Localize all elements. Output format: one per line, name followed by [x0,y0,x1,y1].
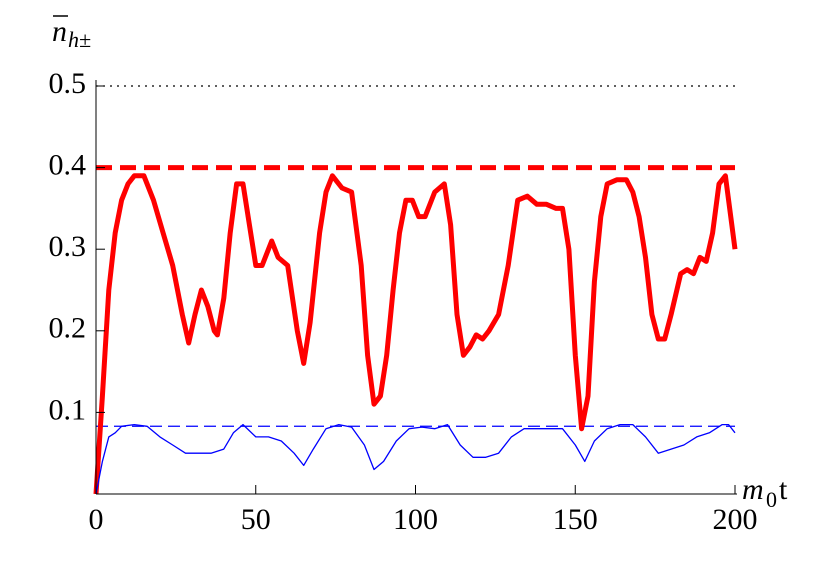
y-tick-label: 0.5 [49,67,87,100]
data-line [93,173,738,495]
x-tick-label: 50 [241,503,271,536]
y-axis-label: n h± [52,15,91,52]
y-tick-label: 0.4 [49,148,87,181]
x-label-symbol: m [742,473,764,506]
x-axis-label: m 0 t [742,473,788,512]
data-line [95,423,736,495]
y-label-symbol: n [52,15,67,48]
y-tick-label: 0.1 [49,393,87,426]
x-label-suffix: t [779,473,788,506]
x-tick-label: 100 [393,503,438,536]
x-tick-label: 200 [713,503,758,536]
y-tick-label: 0.3 [49,230,87,263]
x-tick-label: 0 [89,503,104,536]
y-tick-label: 0.2 [49,312,87,345]
x-tick-label: 150 [553,503,598,536]
x-label-subscript: 0 [766,487,777,512]
y-label-subscript: h± [68,27,91,52]
